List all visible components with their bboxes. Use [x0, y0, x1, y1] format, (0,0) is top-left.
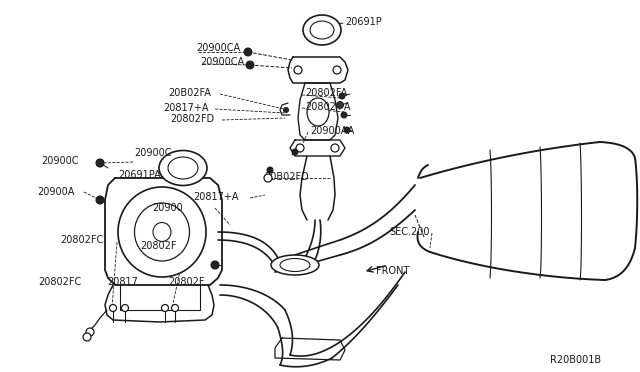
- Ellipse shape: [153, 222, 171, 241]
- Circle shape: [211, 261, 219, 269]
- Circle shape: [264, 174, 272, 182]
- Ellipse shape: [303, 15, 341, 45]
- Text: SEC.200: SEC.200: [389, 227, 429, 237]
- Text: 20900: 20900: [152, 203, 183, 213]
- Circle shape: [331, 144, 339, 152]
- Text: 20691P: 20691P: [345, 17, 381, 27]
- Text: 20817+A: 20817+A: [193, 192, 239, 202]
- Circle shape: [339, 93, 345, 99]
- Circle shape: [292, 149, 298, 155]
- Ellipse shape: [310, 21, 334, 39]
- Text: 20B02FD: 20B02FD: [264, 172, 308, 182]
- Circle shape: [267, 167, 273, 173]
- Circle shape: [109, 305, 116, 311]
- Circle shape: [337, 102, 344, 109]
- Circle shape: [244, 48, 252, 56]
- Circle shape: [294, 66, 302, 74]
- Circle shape: [83, 333, 91, 341]
- Ellipse shape: [307, 98, 329, 126]
- Circle shape: [284, 108, 289, 112]
- Circle shape: [122, 305, 129, 311]
- Circle shape: [333, 66, 341, 74]
- Circle shape: [296, 144, 304, 152]
- Text: 20817: 20817: [107, 277, 138, 287]
- Circle shape: [96, 196, 104, 204]
- Text: 20900A: 20900A: [37, 187, 74, 197]
- Circle shape: [246, 61, 254, 69]
- Ellipse shape: [280, 259, 310, 272]
- Text: 20802FC: 20802FC: [38, 277, 81, 287]
- Ellipse shape: [168, 157, 198, 179]
- Text: 20900C: 20900C: [41, 156, 79, 166]
- Circle shape: [172, 305, 179, 311]
- Text: 20802FD: 20802FD: [170, 114, 214, 124]
- Text: 20802FC: 20802FC: [60, 235, 103, 245]
- Text: 20900AA: 20900AA: [310, 126, 355, 136]
- Ellipse shape: [134, 203, 189, 261]
- Circle shape: [86, 328, 94, 336]
- Text: 20802F: 20802F: [168, 277, 205, 287]
- Text: 20900CA: 20900CA: [196, 43, 240, 53]
- Ellipse shape: [118, 187, 206, 277]
- Text: R20B001B: R20B001B: [550, 355, 601, 365]
- Text: 20900C: 20900C: [134, 148, 172, 158]
- Text: 20B02FA: 20B02FA: [168, 88, 211, 98]
- Text: 20900CA: 20900CA: [200, 57, 244, 67]
- Text: 20802+A: 20802+A: [305, 102, 351, 112]
- Text: 20817+A: 20817+A: [163, 103, 209, 113]
- Ellipse shape: [271, 255, 319, 275]
- Circle shape: [344, 127, 350, 133]
- Text: 20691PA: 20691PA: [118, 170, 161, 180]
- Ellipse shape: [159, 151, 207, 186]
- Text: 20802F: 20802F: [140, 241, 177, 251]
- Text: FRONT: FRONT: [376, 266, 410, 276]
- Circle shape: [341, 112, 347, 118]
- Circle shape: [96, 159, 104, 167]
- Circle shape: [161, 305, 168, 311]
- Text: 20802FA: 20802FA: [305, 88, 348, 98]
